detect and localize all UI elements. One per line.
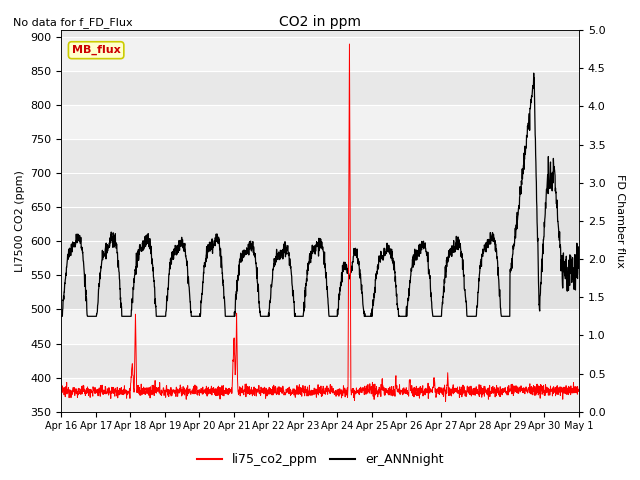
Text: No data for f_FD_Flux: No data for f_FD_Flux	[13, 17, 132, 28]
Bar	[61, 173, 579, 310]
Title: CO2 in ppm: CO2 in ppm	[279, 15, 361, 29]
Bar	[61, 378, 579, 412]
Legend: li75_co2_ppm, er_ANNnight: li75_co2_ppm, er_ANNnight	[191, 448, 449, 471]
Text: MB_flux: MB_flux	[72, 45, 120, 55]
Bar	[61, 173, 579, 207]
Y-axis label: FD Chamber flux: FD Chamber flux	[615, 174, 625, 268]
Bar	[61, 37, 579, 71]
Bar	[61, 241, 579, 276]
Bar	[61, 105, 579, 139]
Bar	[61, 310, 579, 344]
Y-axis label: LI7500 CO2 (ppm): LI7500 CO2 (ppm)	[15, 170, 25, 272]
